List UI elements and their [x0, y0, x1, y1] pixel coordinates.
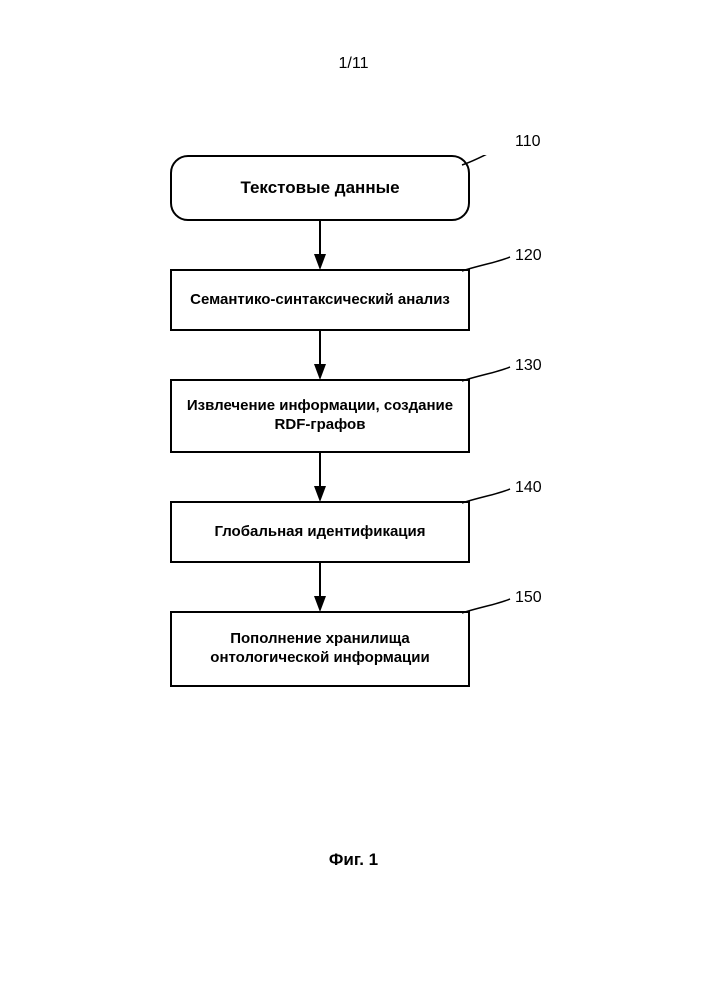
flow-node-120: Семантико-синтаксический анализ: [170, 269, 470, 331]
callout-110: 110: [515, 133, 541, 151]
callout-120: 120: [515, 247, 542, 265]
callout-130: 130: [515, 357, 542, 375]
callout-150: 150: [515, 589, 542, 607]
flow-node-150: Пополнение хранилища онтологической инфо…: [170, 611, 470, 687]
flow-node-140: Глобальная идентификация: [170, 501, 470, 563]
page-number: 1/11: [0, 55, 707, 73]
flow-node-130: Извлечение информации, создание RDF-граф…: [170, 379, 470, 453]
callout-140: 140: [515, 479, 542, 497]
figure-caption: Фиг. 1: [0, 850, 707, 870]
flow-node-110: Текстовые данные: [170, 155, 470, 221]
